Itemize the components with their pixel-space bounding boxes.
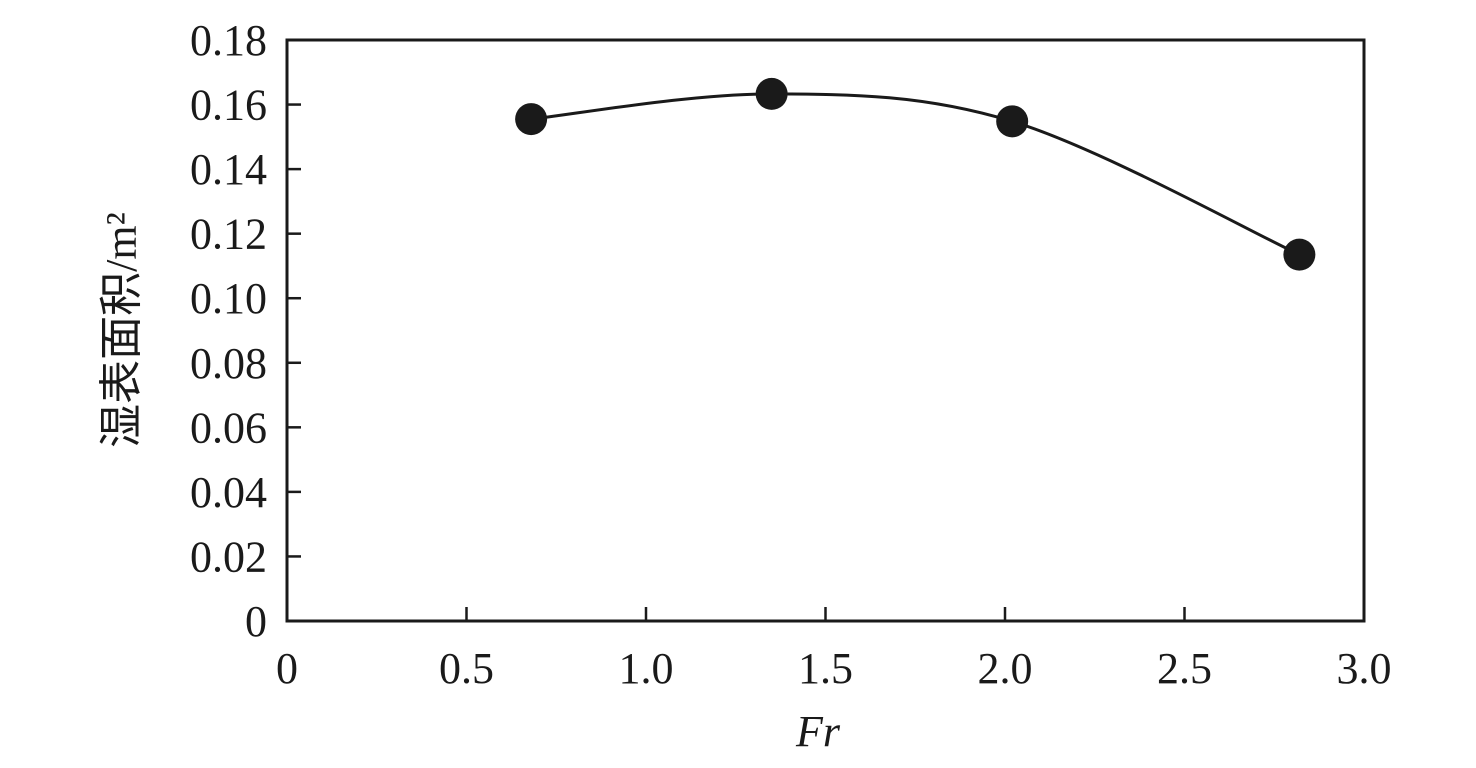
y-tick-label: 0.16 — [190, 81, 267, 130]
data-markers — [515, 77, 1316, 271]
plot-frame — [285, 38, 1366, 623]
y-axis-title: 湿表面积/m² — [97, 212, 146, 448]
y-tick-label: 0.08 — [190, 339, 267, 388]
data-point — [755, 77, 788, 110]
y-tick-label: 0.14 — [190, 145, 267, 194]
y-tick-label: 0.18 — [190, 16, 267, 65]
x-axis-ticks — [465, 607, 1186, 621]
y-tick-label: 0.10 — [190, 274, 267, 323]
y-tick-labels: 0 0.02 0.04 0.06 0.08 0.10 0.12 0.14 0.16 0.18 — [190, 16, 267, 646]
y-tick-label: 0.04 — [190, 468, 267, 517]
x-tick-label: 1.0 — [619, 644, 674, 693]
data-point — [996, 105, 1029, 138]
y-tick-label: 0 — [245, 597, 267, 646]
x-axis-title: Fr — [795, 707, 841, 756]
x-tick-label: 0.5 — [439, 644, 494, 693]
y-tick-label: 0.06 — [190, 403, 267, 452]
x-tick-label: 2.0 — [978, 644, 1033, 693]
y-tick-label: 0.12 — [190, 210, 267, 259]
x-tick-label: 0 — [276, 644, 298, 693]
x-tick-label: 1.5 — [798, 644, 853, 693]
data-point — [1283, 238, 1316, 271]
x-tick-label: 2.5 — [1157, 644, 1212, 693]
series-line — [530, 92, 1301, 257]
x-tick-labels: 0 0.5 1.0 1.5 2.0 2.5 3.0 — [276, 644, 1392, 693]
y-axis-ticks — [287, 103, 301, 558]
y-tick-label: 0.02 — [190, 532, 267, 581]
data-point — [515, 103, 548, 136]
x-tick-label: 3.0 — [1337, 644, 1392, 693]
